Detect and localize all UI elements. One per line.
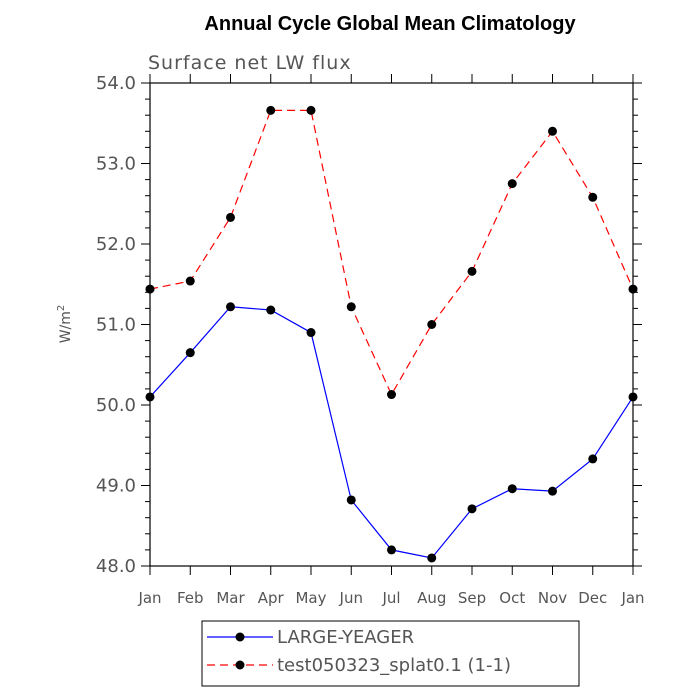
legend-label: test050323_splat0.1 (1-1) [277,655,511,676]
y-tick-label: 54.0 [96,73,136,94]
x-tick-label: Sep [458,589,486,607]
legend-swatch-marker [235,632,245,642]
data-point [387,545,396,555]
y-axis-label: W/m2 [56,305,74,344]
x-tick-label: Dec [578,589,607,607]
data-point [346,495,356,505]
data-point [588,192,598,202]
x-tick-label: Mar [216,589,245,607]
data-point [507,484,517,494]
plot-frame [149,82,634,567]
data-point [387,390,396,400]
x-tick-label: Apr [258,589,285,607]
data-point [346,302,356,312]
data-point [185,276,195,286]
data-point [266,105,276,115]
data-point [145,392,155,402]
x-tick-label: Aug [417,589,446,607]
data-point [467,266,477,276]
data-point [548,486,557,496]
data-point [467,504,477,514]
data-point [185,348,195,358]
data-point [145,284,155,294]
x-tick-label: May [295,589,326,607]
legend: LARGE-YEAGER test050323_splat0.1 (1-1) [201,620,580,687]
y-tick-label: 48.0 [96,556,136,577]
legend-box [201,620,580,687]
x-tick-label: Jan [620,589,644,607]
y-tick-label: 53.0 [96,154,136,175]
axes: 48.0 49.0 50.0 51.0 52.0 53.0 54.0 Jan Feb Mar Apr… [96,73,645,607]
y-tick-label: 50.0 [96,395,136,416]
series-1 [145,302,638,563]
data-point [226,302,235,312]
y-tick-label: 49.0 [96,476,136,497]
series-line [149,109,634,396]
series-line [149,306,634,559]
data-point [507,179,517,189]
data-point [548,126,557,136]
x-tick-label: Jul [381,589,400,607]
data-point [306,328,316,338]
y-tick-label: 52.0 [96,234,136,255]
x-tick-label: Nov [538,589,567,607]
data-point [427,320,437,329]
series-layer [145,105,638,563]
x-tick-label: Oct [499,589,525,607]
data-point [628,284,638,294]
y-tick-label: 51.0 [96,315,136,336]
x-tick-label: Jan [137,589,161,607]
series-2 [145,105,638,400]
x-tick-label: Jun [339,589,363,607]
chart-title: Annual Cycle Global Mean Climatology [204,13,576,35]
data-point [588,454,598,464]
data-point [628,392,638,402]
chart-subtitle: Surface net LW flux [148,52,352,74]
legend-swatch-marker [235,660,245,670]
data-point [226,212,235,222]
data-point [427,553,437,563]
data-point [266,305,276,315]
x-tick-label: Feb [177,589,204,607]
data-point [306,105,316,115]
legend-label: LARGE-YEAGER [277,627,414,648]
